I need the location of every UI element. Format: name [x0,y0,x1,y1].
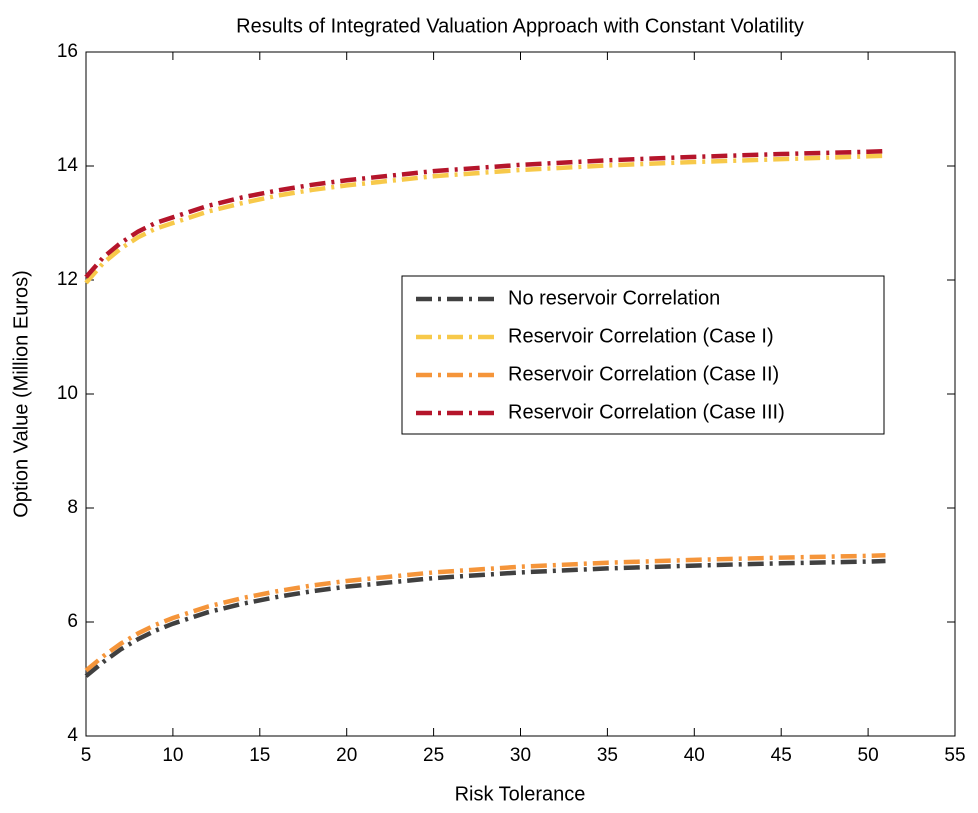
x-axis-label: Risk Tolerance [455,783,586,805]
y-tick-label: 4 [67,725,78,746]
y-tick-label: 14 [57,155,79,176]
x-tick-label: 25 [423,745,444,766]
y-tick-label: 12 [57,269,78,290]
legend-label: No reservoir Correlation [508,287,720,309]
x-tick-label: 30 [510,745,531,766]
series-line [84,553,886,673]
series-line [84,148,886,279]
x-tick-label: 35 [597,745,618,766]
legend-label: Reservoir Correlation (Case III) [508,401,785,423]
y-tick-label: 8 [67,497,78,518]
legend-label: Reservoir Correlation (Case II) [508,363,779,385]
x-tick-label: 45 [771,745,792,766]
legend-box [401,275,885,435]
chart-title: Results of Integrated Valuation Approach… [236,15,804,37]
series-line [84,153,886,285]
y-tick-label: 10 [57,383,78,404]
x-tick-label: 50 [858,745,879,766]
legend-label: Reservoir Correlation (Case I) [508,325,774,347]
y-tick-label: 16 [57,41,78,62]
x-tick-label: 20 [336,745,357,766]
series-line [84,558,886,678]
x-tick-label: 15 [249,745,270,766]
x-tick-label: 55 [944,745,965,766]
x-tick-label: 5 [81,745,92,766]
legend: No reservoir Correlation Reservoir Correl… [401,275,885,435]
y-axis-label: Option Value (Million Euros) [10,270,32,518]
x-tick-label: 40 [684,745,705,766]
x-tick-label: 10 [162,745,183,766]
y-tick-label: 6 [67,611,78,632]
